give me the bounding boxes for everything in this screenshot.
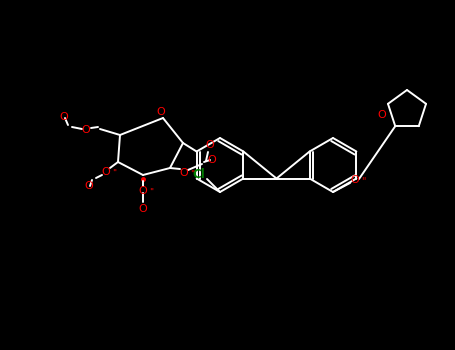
Text: ": " xyxy=(112,168,116,177)
Text: O: O xyxy=(139,204,147,214)
Text: O: O xyxy=(377,110,386,120)
Text: ": " xyxy=(190,169,194,178)
Text: ": " xyxy=(149,188,153,196)
Text: Cl: Cl xyxy=(192,168,205,181)
Text: O: O xyxy=(207,155,217,165)
Text: O: O xyxy=(85,181,93,191)
Text: O: O xyxy=(139,186,147,196)
Text: O: O xyxy=(206,140,214,150)
Text: O: O xyxy=(101,167,111,177)
Text: O: O xyxy=(351,175,359,185)
Text: O: O xyxy=(81,125,91,135)
Text: O: O xyxy=(180,168,188,178)
Text: O: O xyxy=(157,107,165,117)
Text: O: O xyxy=(60,112,68,122)
Text: ": " xyxy=(361,176,365,186)
